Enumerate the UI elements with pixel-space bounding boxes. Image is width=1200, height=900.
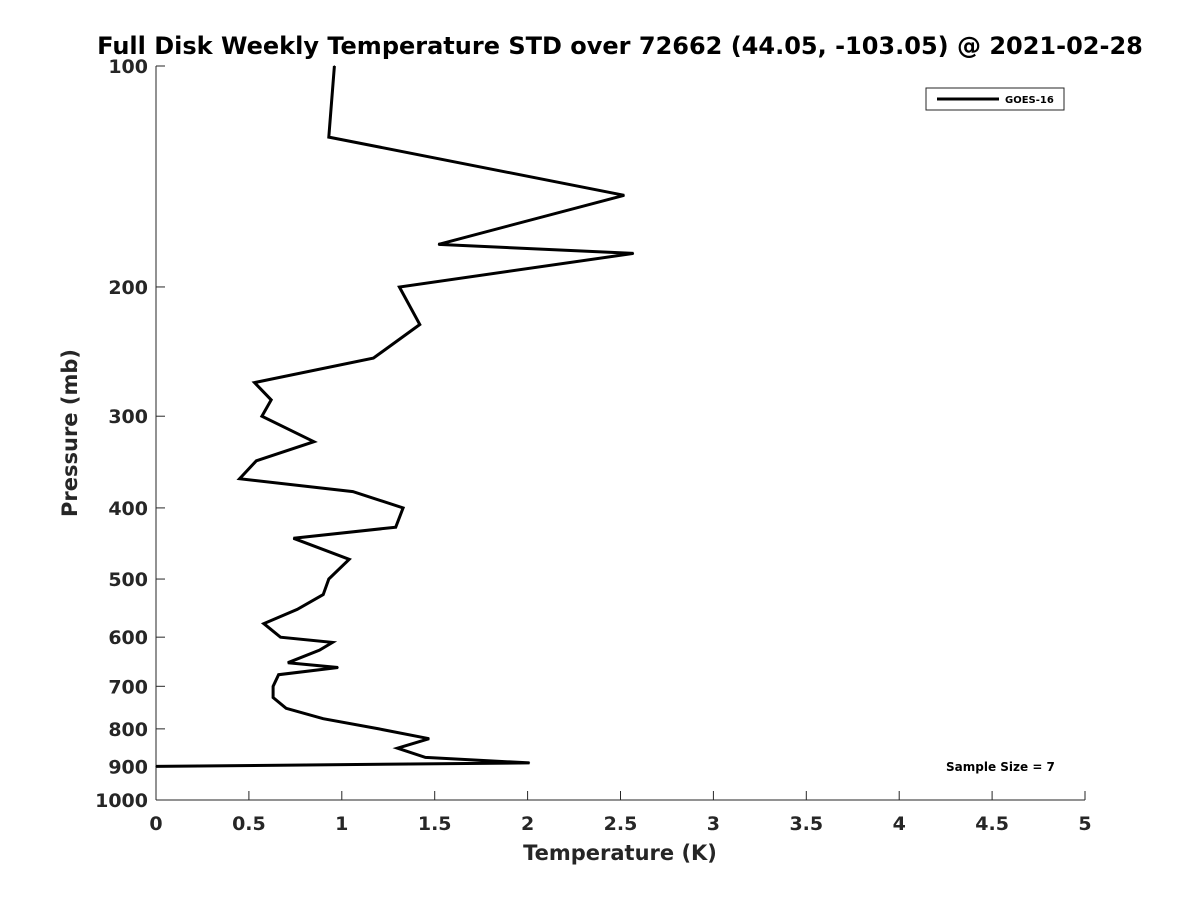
x-tick-label: 2 — [521, 813, 534, 835]
data-point — [322, 594, 324, 596]
data-point — [352, 491, 354, 493]
data-point — [328, 136, 330, 138]
y-tick-label: 1000 — [95, 790, 148, 812]
data-point — [328, 578, 330, 580]
data-point — [348, 558, 350, 560]
legend-label-goes-16: GOES-16 — [1005, 95, 1054, 106]
x-axis-label: Temperature (K) — [523, 841, 717, 865]
x-tick-label: 0 — [149, 813, 162, 835]
data-point — [337, 666, 339, 669]
data-point — [333, 65, 335, 67]
data-point — [395, 526, 397, 528]
data-point — [313, 441, 315, 443]
y-tick-label: 100 — [108, 56, 148, 78]
data-point — [424, 756, 426, 759]
data-point — [292, 537, 295, 539]
data-point — [239, 478, 241, 480]
x-tick-label: 1 — [335, 813, 348, 835]
data-point — [287, 662, 289, 664]
y-tick-label: 800 — [108, 719, 148, 741]
legend: GOES-16 — [925, 87, 1065, 111]
data-point — [279, 636, 282, 638]
y-tick-label: 900 — [108, 756, 148, 778]
sample-size-annotation: Sample Size = 7 — [946, 760, 1055, 774]
data-point — [372, 357, 374, 359]
data-point — [318, 649, 321, 651]
data-point — [528, 762, 531, 764]
y-tick-label: 600 — [108, 627, 148, 649]
data-point — [419, 323, 421, 326]
data-point — [428, 738, 430, 740]
x-tick-label: 3.5 — [789, 813, 823, 835]
y-tick-label: 300 — [108, 406, 148, 428]
data-point — [322, 718, 324, 720]
x-tick-label: 4 — [893, 813, 906, 835]
data-point — [278, 674, 280, 676]
y-tick-label: 200 — [108, 277, 148, 299]
data-point — [272, 696, 274, 699]
data-point — [255, 460, 257, 462]
x-tick-label: 0.5 — [232, 813, 266, 835]
data-point — [272, 685, 274, 687]
data-point — [261, 415, 263, 417]
chart-title: Full Disk Weekly Temperature STD over 72… — [97, 32, 1143, 60]
x-tick-label: 5 — [1078, 813, 1091, 835]
y-tick-label: 400 — [108, 498, 148, 520]
data-point — [253, 382, 256, 384]
y-tick-label: 500 — [108, 569, 148, 591]
axes: 0 0.5 1 1.5 2 2.5 3 3.5 4 4.5 5 100 200 300 400 500 600 7… — [95, 56, 1092, 835]
data-point — [437, 243, 439, 245]
data-point — [398, 286, 400, 288]
data-point — [331, 641, 334, 644]
data-point — [155, 765, 157, 768]
x-tick-label: 2.5 — [604, 813, 638, 835]
data-point — [623, 194, 625, 196]
plot-area — [156, 66, 1085, 800]
data-point — [263, 623, 265, 625]
data-point — [296, 608, 298, 611]
data-point — [402, 507, 404, 509]
x-tick-label: 3 — [707, 813, 720, 835]
data-point — [285, 707, 287, 709]
y-tick-label: 700 — [108, 676, 148, 698]
y-axis-label: Pressure (mb) — [58, 349, 82, 517]
x-tick-label: 1.5 — [418, 813, 452, 835]
x-tick-label: 4.5 — [975, 813, 1009, 835]
data-point — [632, 252, 635, 254]
data-point — [270, 399, 272, 401]
data-point — [378, 728, 380, 730]
series-group — [155, 65, 635, 768]
data-point — [396, 747, 399, 749]
